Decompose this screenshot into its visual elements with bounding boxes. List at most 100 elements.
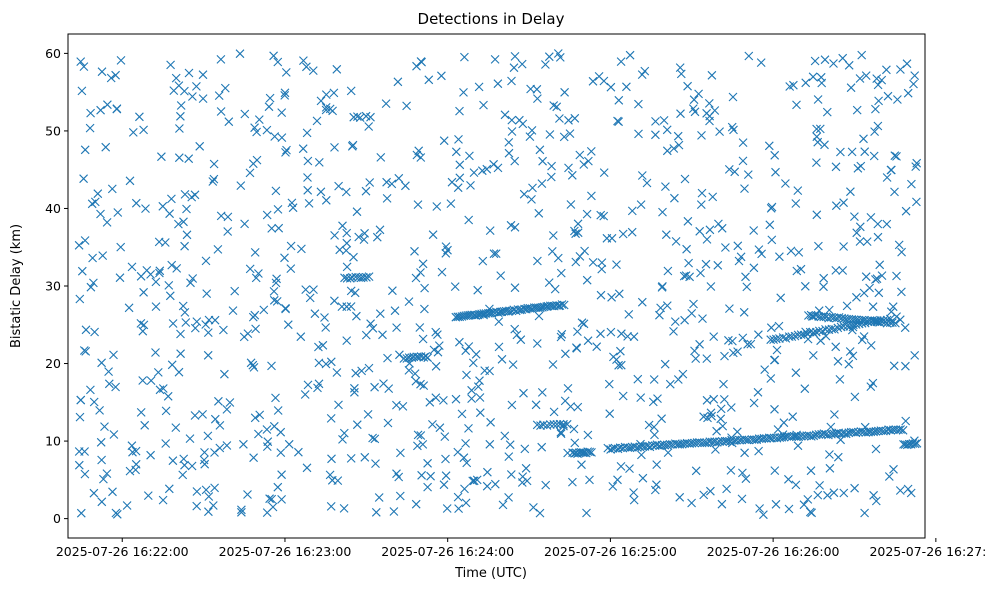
clutter-point (846, 83, 856, 93)
clutter-point (906, 488, 916, 498)
clutter-point (563, 384, 573, 393)
clutter-point (237, 507, 246, 517)
clutter-point (743, 170, 753, 179)
clutter-point (174, 219, 183, 229)
clutter-point (223, 212, 233, 222)
clutter-point (95, 406, 104, 415)
clutter-point (607, 292, 616, 302)
clutter-point (76, 508, 86, 518)
clutter-point (706, 282, 716, 291)
clutter-point (451, 147, 461, 157)
clutter-point (167, 194, 176, 204)
clutter-point (182, 230, 192, 240)
clutter-point (716, 414, 726, 424)
clutter-point (596, 329, 605, 339)
clutter-point (222, 441, 232, 450)
clutter-point (281, 148, 290, 157)
clutter-point (180, 460, 189, 470)
clutter-point (737, 494, 747, 504)
clutter-point (314, 342, 323, 352)
clutter-point (310, 309, 320, 319)
clutter-point (597, 258, 607, 267)
clutter-point (151, 302, 161, 311)
clutter-point (627, 206, 637, 216)
clutter-point (375, 309, 385, 319)
clutter-point (209, 159, 219, 169)
clutter-point (882, 65, 891, 75)
clutter-point (505, 440, 515, 450)
clutter-point (815, 124, 825, 134)
clutter-point (738, 333, 748, 343)
clutter-point (174, 153, 184, 163)
track-point (587, 448, 596, 457)
clutter-point (431, 361, 441, 371)
clutter-point (605, 409, 615, 419)
clutter-point (155, 266, 165, 276)
clutter-point (416, 268, 425, 277)
track-point (645, 442, 655, 452)
clutter-point (491, 249, 501, 258)
clutter-point (500, 431, 510, 441)
clutter-point (517, 59, 527, 69)
clutter-point (182, 204, 191, 214)
clutter-point (773, 425, 783, 434)
clutter-point (204, 507, 213, 517)
clutter-point (494, 342, 504, 352)
clutter-point (326, 502, 336, 511)
clutter-point (892, 152, 901, 161)
clutter-point (469, 476, 479, 486)
clutter-point (670, 193, 679, 203)
track-point (819, 312, 829, 322)
clutter-point (146, 270, 155, 279)
clutter-point (673, 131, 683, 141)
clutter-point (425, 397, 435, 407)
clutter-point (215, 421, 225, 430)
clutter-point (820, 140, 829, 150)
clutter-point (709, 332, 719, 341)
clutter-point (203, 328, 213, 337)
clutter-point (616, 360, 626, 370)
clutter-point (100, 422, 109, 431)
clutter-point (273, 57, 283, 67)
clutter-point (754, 446, 763, 456)
clutter-point (413, 430, 423, 440)
clutter-point (262, 442, 272, 451)
clutter-point (606, 82, 616, 92)
clutter-point (326, 357, 336, 367)
clutter-point (564, 163, 573, 173)
clutter-point (297, 244, 306, 254)
clutter-point (775, 252, 784, 262)
clutter-point (784, 474, 793, 484)
clutter-point (393, 77, 403, 87)
clutter-point (637, 450, 646, 460)
clutter-point (330, 296, 339, 306)
clutter-point (342, 238, 352, 248)
clutter-point (738, 156, 748, 166)
clutter-point (464, 215, 474, 225)
clutter-point (792, 266, 802, 276)
clutter-point (302, 463, 312, 473)
clutter-point (670, 317, 680, 326)
clutter-point (634, 99, 643, 109)
track-point (912, 438, 922, 448)
clutter-point (383, 418, 393, 428)
clutter-point (833, 452, 843, 462)
clutter-point (471, 349, 481, 359)
clutter-point (549, 101, 559, 110)
clutter-point (882, 219, 892, 229)
clutter-point (286, 264, 296, 273)
clutter-point (412, 61, 421, 71)
clutter-point (364, 122, 374, 131)
clutter-point (468, 476, 478, 486)
clutter-point (911, 162, 921, 171)
clutter-point (490, 479, 500, 489)
clutter-point (770, 404, 779, 414)
clutter-point (410, 369, 420, 378)
clutter-point (770, 150, 780, 160)
clutter-point (269, 295, 279, 305)
clutter-point (489, 159, 498, 169)
clutter-point (510, 222, 520, 232)
clutter-point (902, 59, 912, 69)
clutter-point (871, 444, 881, 454)
clutter-point (676, 69, 686, 79)
